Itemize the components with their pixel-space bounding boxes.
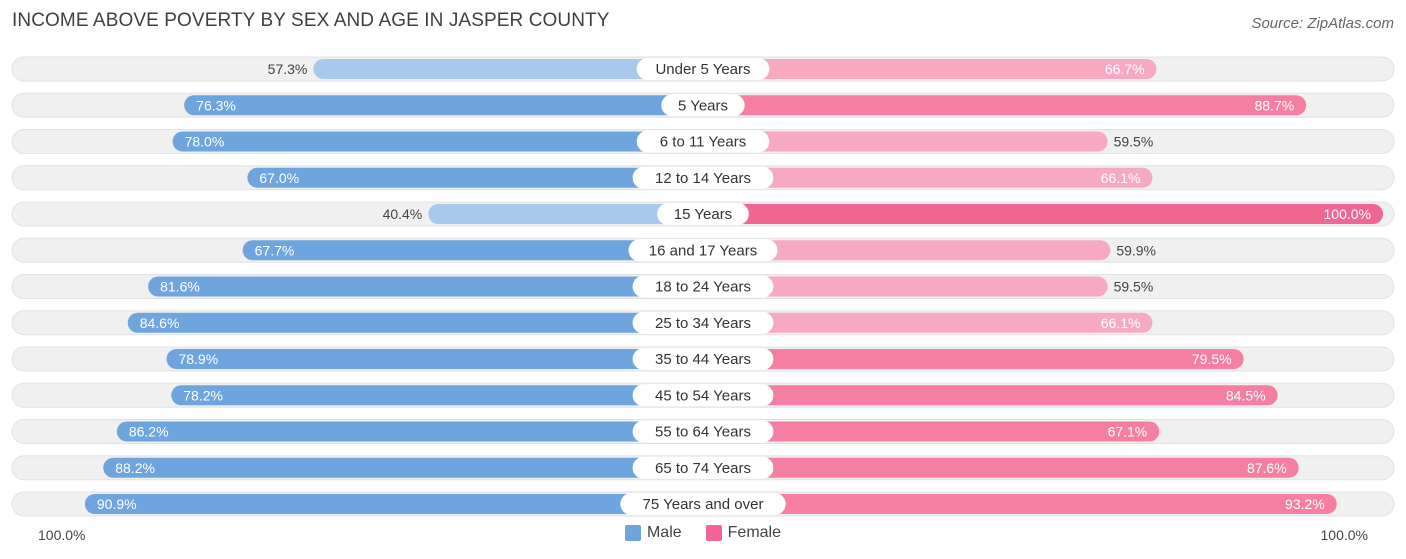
category-pill <box>632 348 774 370</box>
male-bar <box>247 167 703 188</box>
category-pill <box>636 130 770 153</box>
female-value-label: 93.2% <box>1285 496 1325 512</box>
female-bar <box>703 167 1153 188</box>
female-value-label: 67.1% <box>1108 424 1148 440</box>
male-value-label: 88.2% <box>115 460 155 476</box>
category-label: 18 to 24 Years <box>655 279 751 296</box>
male-bar <box>116 421 704 442</box>
category-label: 15 Years <box>674 206 732 223</box>
category-pill <box>632 384 774 407</box>
male-value-label: 81.6% <box>160 279 200 295</box>
male-bar <box>148 276 703 297</box>
male-bar <box>166 349 704 369</box>
female-bar <box>703 240 1111 261</box>
category-pill <box>632 420 774 443</box>
male-value-label: 78.0% <box>185 134 225 150</box>
bar-chart: 57.3% 66.7% Under 5 Years 76.3% 88.7% 5 Years… <box>11 56 1395 517</box>
female-value-label: 59.5% <box>1114 134 1154 150</box>
category-pill <box>632 275 774 298</box>
female-value-label: 59.5% <box>1114 279 1154 295</box>
male-value-label: 86.2% <box>129 424 169 440</box>
category-label: 45 to 54 Years <box>655 387 751 404</box>
female-bar <box>703 457 1299 478</box>
female-value-label: 79.5% <box>1192 351 1232 367</box>
female-bar <box>703 385 1278 406</box>
female-value-label: 66.1% <box>1101 315 1141 331</box>
male-bar <box>313 59 703 79</box>
female-value-label: 87.6% <box>1247 460 1287 476</box>
female-bar <box>703 494 1337 514</box>
female-bar <box>703 421 1160 442</box>
male-bar <box>127 312 704 333</box>
category-label: 55 to 64 Years <box>655 424 751 441</box>
female-bar <box>703 312 1153 333</box>
legend-swatch-female <box>705 525 722 541</box>
legend-label-male: Male <box>646 524 682 541</box>
female-value-label: 88.7% <box>1254 97 1294 113</box>
category-pill <box>628 239 778 262</box>
legend-swatch-male <box>624 525 641 541</box>
category-label: 12 to 14 Years <box>655 170 751 187</box>
category-pill <box>620 493 786 515</box>
male-value-label: 67.7% <box>255 242 295 258</box>
category-pill <box>632 166 774 189</box>
male-value-label: 76.3% <box>196 97 236 113</box>
axis-left-label: 100.0% <box>38 527 86 543</box>
female-value-label: 100.0% <box>1324 206 1371 222</box>
legend-label-female: Female <box>727 524 782 541</box>
male-value-label: 78.9% <box>178 351 218 367</box>
male-value-label: 57.3% <box>268 61 308 77</box>
category-pill <box>632 456 774 479</box>
male-bar <box>103 457 704 478</box>
female-bar <box>703 349 1244 369</box>
male-bar <box>184 95 703 116</box>
male-value-label: 78.2% <box>183 387 223 403</box>
category-label: 75 Years and over <box>643 496 764 513</box>
category-pill <box>632 311 774 334</box>
legend-item-male: Male <box>624 524 682 542</box>
male-value-label: 40.4% <box>383 206 423 222</box>
category-pill <box>657 203 749 225</box>
category-pill <box>661 94 745 117</box>
category-pill <box>636 58 770 80</box>
chart-title: INCOME ABOVE POVERTY BY SEX AND AGE IN J… <box>12 10 610 31</box>
female-bar <box>703 131 1108 152</box>
female-bar <box>703 204 1383 224</box>
category-label: 65 to 74 Years <box>655 460 751 477</box>
female-bar <box>703 59 1157 79</box>
legend-item-female: Female <box>705 524 782 542</box>
category-label: 16 and 17 Years <box>649 242 757 259</box>
female-value-label: 84.5% <box>1226 387 1266 403</box>
source-credit: Source: ZipAtlas.com <box>1251 15 1394 32</box>
male-bar <box>171 385 704 406</box>
male-bar <box>242 240 703 261</box>
female-value-label: 59.9% <box>1116 242 1156 258</box>
category-label: 25 to 34 Years <box>655 315 751 332</box>
female-bar <box>703 276 1108 297</box>
female-bar <box>703 95 1307 116</box>
category-label: 6 to 11 Years <box>660 134 746 151</box>
male-value-label: 67.0% <box>259 170 299 186</box>
category-label: 5 Years <box>678 97 728 114</box>
category-label: 35 to 44 Years <box>655 351 751 368</box>
male-value-label: 90.9% <box>97 496 137 512</box>
female-value-label: 66.1% <box>1101 170 1141 186</box>
male-bar <box>428 204 703 224</box>
male-value-label: 84.6% <box>140 315 180 331</box>
axis-right-label: 100.0% <box>1320 527 1368 543</box>
category-label: Under 5 Years <box>655 61 750 78</box>
legend: Male Female <box>0 524 1406 542</box>
male-bar <box>84 494 703 514</box>
female-value-label: 66.7% <box>1105 61 1145 77</box>
male-bar <box>172 131 704 152</box>
